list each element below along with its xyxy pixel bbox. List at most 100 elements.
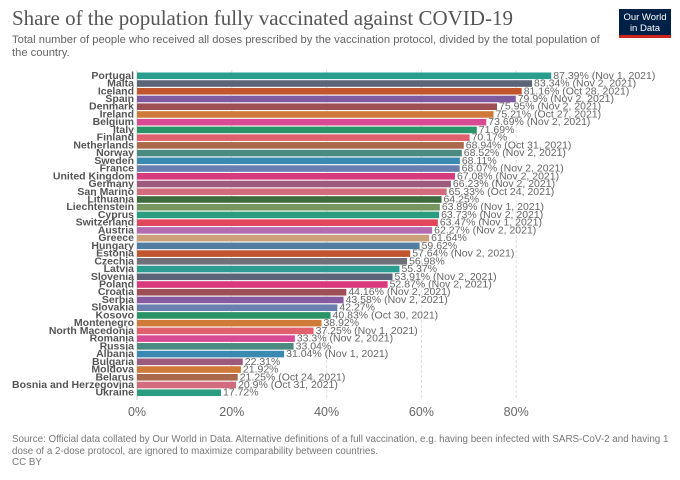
category-label: Italy bbox=[113, 124, 134, 136]
x-tick-label: 80% bbox=[504, 405, 529, 419]
category-label: Albania bbox=[96, 348, 134, 360]
bar-russia bbox=[137, 343, 294, 350]
chart-footer: Source: Official data collated by Our Wo… bbox=[12, 434, 672, 469]
data-label: 64.25% bbox=[444, 193, 480, 205]
bar-italy bbox=[137, 126, 477, 134]
bar-malta bbox=[137, 80, 533, 87]
owid-logo[interactable]: Our World in Data bbox=[619, 9, 671, 38]
bar-croatia bbox=[137, 288, 347, 296]
data-label: 53.91% (Nov 2, 2021) bbox=[395, 271, 497, 283]
category-label: Bosnia and Herzegovina bbox=[12, 379, 134, 391]
bar-iceland bbox=[137, 87, 522, 95]
category-label: Portugal bbox=[91, 70, 134, 82]
category-label: Belarus bbox=[95, 371, 134, 383]
bar-france bbox=[137, 165, 460, 172]
bar-czechia bbox=[137, 258, 408, 265]
bar-finland bbox=[137, 134, 470, 141]
chart-title: Share of the population fully vaccinated… bbox=[12, 6, 513, 30]
bar-poland bbox=[137, 281, 388, 288]
data-labels: 87.39% (Nov 1, 2021)83.34% (Nov 2, 2021)… bbox=[223, 70, 655, 399]
data-label: 65.33% (Oct 24, 2021) bbox=[449, 186, 555, 198]
data-label: 63.89% (Nov 1, 2021) bbox=[442, 201, 544, 213]
category-label: Netherlands bbox=[73, 139, 134, 151]
bar-slovakia bbox=[137, 304, 338, 311]
data-label: 68.94% (Oct 31, 2021) bbox=[466, 139, 572, 151]
category-label: Austria bbox=[98, 224, 134, 236]
category-label: Ireland bbox=[100, 108, 134, 120]
data-label: 63.73% (Nov 2, 2021) bbox=[441, 209, 543, 221]
data-label: 57.64% (Nov 2, 2021) bbox=[412, 248, 514, 260]
data-label: 40.83% (Oct 30, 2021) bbox=[333, 309, 439, 321]
logo-line-2: in Data bbox=[629, 23, 661, 34]
category-label: Moldova bbox=[91, 364, 134, 376]
category-label: Finland bbox=[97, 132, 134, 144]
bar-hungary bbox=[137, 242, 420, 250]
logo-line-1: Our World bbox=[623, 12, 667, 23]
category-label: Denmark bbox=[89, 101, 134, 113]
bar-north-macedonia bbox=[137, 327, 314, 335]
category-label: Germany bbox=[88, 178, 134, 190]
bar-sweden bbox=[137, 157, 460, 165]
bar-belarus bbox=[137, 373, 238, 381]
x-tick-label: 40% bbox=[314, 405, 339, 419]
bars bbox=[137, 72, 552, 397]
bar-slovenia bbox=[137, 273, 393, 281]
data-label: 79.9% (Nov 2, 2021) bbox=[518, 93, 614, 105]
category-label: Romania bbox=[90, 333, 135, 345]
data-label: 22.31% bbox=[245, 356, 281, 368]
category-label: Bulgaria bbox=[92, 356, 134, 368]
bar-romania bbox=[137, 335, 295, 342]
bar-bosnia-and-herzegovina bbox=[137, 381, 237, 389]
bar-bulgaria bbox=[137, 358, 243, 366]
category-label: Montenegro bbox=[74, 317, 134, 329]
category-label: Switzerland bbox=[76, 217, 134, 229]
category-label: Norway bbox=[96, 147, 134, 159]
data-label: 33.3% (Nov 2, 2021) bbox=[297, 333, 393, 345]
data-label: 81.16% (Oct 28, 2021) bbox=[524, 85, 630, 97]
x-tick-label: 20% bbox=[219, 405, 244, 419]
data-label: 68.07% (Nov 2, 2021) bbox=[462, 163, 564, 175]
category-label: Sweden bbox=[94, 155, 134, 167]
category-label: Latvia bbox=[104, 263, 135, 275]
data-label: 21.92% bbox=[243, 364, 279, 376]
bar-albania bbox=[137, 350, 285, 358]
category-label: San Marino bbox=[77, 186, 134, 198]
category-label: North Macedonia bbox=[49, 325, 134, 337]
bar-belgium bbox=[137, 118, 487, 126]
category-label: Cyprus bbox=[98, 209, 134, 221]
x-axis-ticks: 0% 20% 40% 60% 80% bbox=[128, 405, 529, 419]
data-label: 33.04% bbox=[296, 340, 332, 352]
bar-norway bbox=[137, 149, 462, 157]
data-label: 20.9% (Oct 31, 2021) bbox=[238, 379, 338, 391]
category-label: Serbia bbox=[102, 294, 134, 306]
data-label: 37.25% (Nov 1, 2021) bbox=[316, 325, 418, 337]
category-label: France bbox=[100, 163, 135, 175]
bar-latvia bbox=[137, 265, 400, 273]
data-label: 61.64% bbox=[431, 232, 467, 244]
data-label: 73.69% (Nov 2, 2021) bbox=[488, 116, 590, 128]
category-label: Malta bbox=[107, 78, 134, 90]
chart-subtitle: Total number of people who received all … bbox=[12, 34, 600, 59]
category-label: Iceland bbox=[98, 85, 134, 97]
data-label: 68.52% (Nov 2, 2021) bbox=[464, 147, 566, 159]
bar-portugal bbox=[137, 72, 552, 80]
bar-austria bbox=[137, 227, 433, 234]
category-labels: PortugalMaltaIcelandSpainDenmarkIrelandB… bbox=[12, 70, 134, 399]
bar-germany bbox=[137, 180, 451, 188]
category-label: Czechia bbox=[94, 255, 134, 267]
x-tick-label: 0% bbox=[128, 405, 146, 419]
data-label: 67.08% (Nov 2, 2021) bbox=[457, 170, 559, 182]
category-label: Belgium bbox=[93, 116, 134, 128]
category-label: Liechtenstein bbox=[66, 201, 134, 213]
data-label: 83.34% (Nov 2, 2021) bbox=[534, 78, 636, 90]
bar-ukraine bbox=[137, 389, 221, 397]
category-label: Spain bbox=[105, 93, 134, 105]
data-label: 56.98% bbox=[409, 255, 445, 267]
bar-liechtenstein bbox=[137, 203, 440, 211]
bar-san-marino bbox=[137, 188, 447, 196]
license-note: CC BY bbox=[12, 457, 42, 468]
category-label: Slovakia bbox=[91, 302, 134, 314]
data-label: 38.92% bbox=[323, 317, 359, 329]
data-label: 59.62% bbox=[422, 240, 458, 252]
bar-greece bbox=[137, 234, 430, 242]
